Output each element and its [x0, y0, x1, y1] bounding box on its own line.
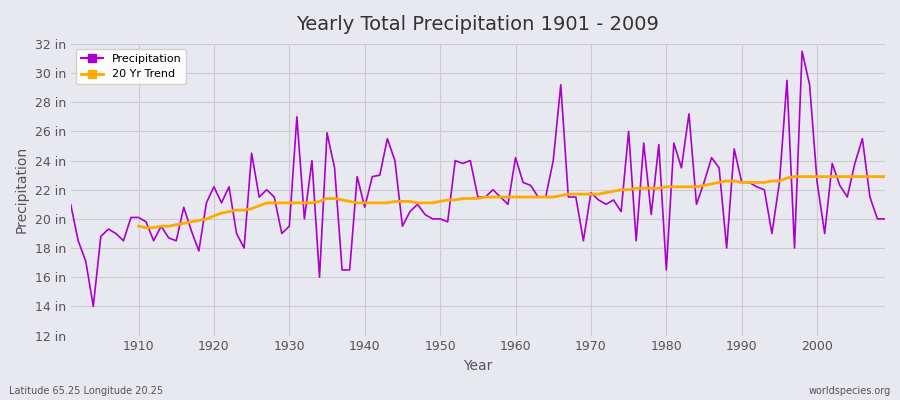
Legend: Precipitation, 20 Yr Trend: Precipitation, 20 Yr Trend	[76, 50, 186, 84]
Y-axis label: Precipitation: Precipitation	[15, 146, 29, 233]
Title: Yearly Total Precipitation 1901 - 2009: Yearly Total Precipitation 1901 - 2009	[296, 15, 660, 34]
X-axis label: Year: Year	[464, 359, 492, 373]
Text: Latitude 65.25 Longitude 20.25: Latitude 65.25 Longitude 20.25	[9, 386, 163, 396]
Text: worldspecies.org: worldspecies.org	[809, 386, 891, 396]
